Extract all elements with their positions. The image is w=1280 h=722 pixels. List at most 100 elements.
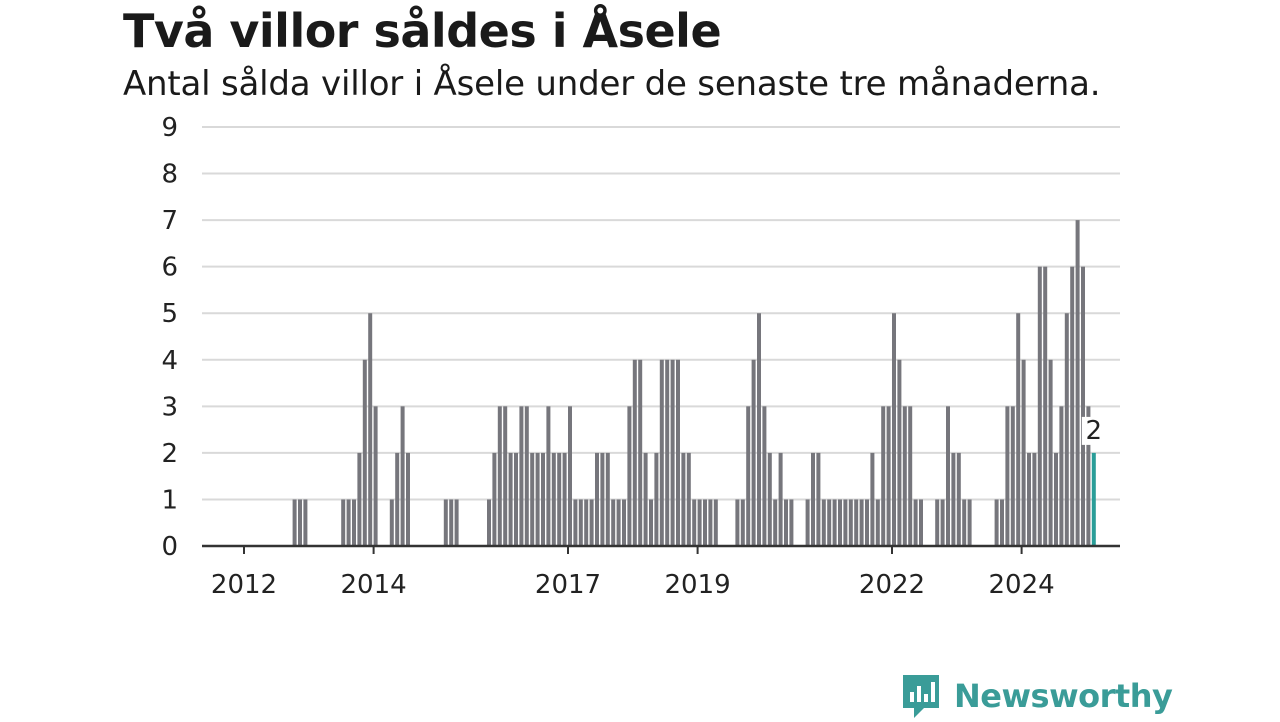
bar <box>611 499 616 546</box>
bar <box>503 406 508 546</box>
bar <box>778 452 783 546</box>
bar <box>584 499 589 546</box>
data-labels: 2 <box>1081 416 1106 446</box>
bar <box>1027 452 1031 546</box>
x-tick-label: 2019 <box>665 570 731 600</box>
bar <box>994 499 999 546</box>
bar <box>605 452 610 546</box>
bar <box>789 499 794 546</box>
bar <box>762 406 767 546</box>
bar <box>843 499 848 546</box>
bar <box>757 313 761 546</box>
bar <box>951 452 956 546</box>
y-tick-label: 9 <box>161 113 178 143</box>
newsworthy-logo: Newsworthy <box>900 670 1173 722</box>
y-axis-ticks: 0 1 2 3 4 5 6 7 8 9 <box>161 113 178 562</box>
bar <box>697 499 702 546</box>
x-tick-label: 2012 <box>211 570 277 600</box>
bar <box>692 499 697 546</box>
bar <box>1010 406 1015 546</box>
y-tick-label: 5 <box>161 299 178 329</box>
bar <box>406 452 410 546</box>
bar <box>1075 220 1080 546</box>
bar <box>568 406 572 546</box>
bar <box>346 499 351 546</box>
bar <box>735 499 740 546</box>
chart-subtitle: Antal sålda villor i Åsele under de sena… <box>123 64 1101 104</box>
bar <box>865 499 869 546</box>
bar <box>487 499 491 546</box>
bar <box>886 406 891 546</box>
bar <box>519 406 524 546</box>
bar <box>589 499 594 546</box>
bar <box>600 452 605 546</box>
bar <box>562 452 567 546</box>
bar <box>940 499 945 546</box>
bar <box>805 499 810 546</box>
bar <box>681 452 686 546</box>
bar <box>875 499 880 546</box>
bar <box>676 359 680 546</box>
bar <box>341 499 346 546</box>
bar <box>497 406 502 546</box>
bar <box>713 499 718 546</box>
bar <box>1037 266 1042 546</box>
bar <box>1064 313 1069 546</box>
newsworthy-logo-text: Newsworthy <box>954 677 1173 715</box>
bar <box>1043 266 1048 546</box>
bar <box>400 406 405 546</box>
bar <box>740 499 745 546</box>
y-tick-label: 0 <box>161 532 178 562</box>
bar <box>859 499 864 546</box>
bar <box>595 452 599 546</box>
x-tick-label: 2022 <box>859 570 925 600</box>
bar <box>362 359 367 546</box>
bar <box>514 452 518 546</box>
last-value-label: 2 <box>1086 416 1103 446</box>
bar <box>616 499 621 546</box>
bar <box>686 452 691 546</box>
bar <box>1091 452 1096 546</box>
x-tick-label: 2017 <box>535 570 601 600</box>
bar <box>751 359 756 546</box>
bar <box>389 499 394 546</box>
bar <box>578 499 583 546</box>
bar <box>508 452 513 546</box>
bar <box>967 499 972 546</box>
bar <box>546 406 551 546</box>
bar <box>913 499 918 546</box>
bar <box>670 359 675 546</box>
bar <box>767 452 772 546</box>
x-axis: 2012 2014 2017 2019 2022 2024 <box>202 544 1120 600</box>
bar <box>373 406 378 546</box>
bar <box>649 499 653 546</box>
bar <box>368 313 373 546</box>
bar <box>632 359 637 546</box>
bar <box>530 452 535 546</box>
y-tick-label: 1 <box>161 485 178 515</box>
bar <box>659 359 664 546</box>
y-tick-label: 4 <box>161 346 178 376</box>
bar <box>956 452 961 546</box>
bar <box>1070 266 1075 546</box>
bar <box>935 499 940 546</box>
bar <box>303 499 308 546</box>
bar <box>881 406 886 546</box>
bar <box>449 499 454 546</box>
bar <box>832 499 837 546</box>
bar <box>848 499 853 546</box>
bar <box>541 452 545 546</box>
bar <box>1086 406 1091 546</box>
bar <box>357 452 362 546</box>
bar <box>352 499 356 546</box>
bar <box>622 499 626 546</box>
bar <box>784 499 788 546</box>
bar <box>443 499 448 546</box>
bar <box>870 452 875 546</box>
bar <box>395 452 400 546</box>
bar <box>638 359 643 546</box>
bar <box>897 359 902 546</box>
bar <box>627 406 632 546</box>
y-tick-label: 8 <box>161 160 178 190</box>
bar <box>946 406 950 546</box>
